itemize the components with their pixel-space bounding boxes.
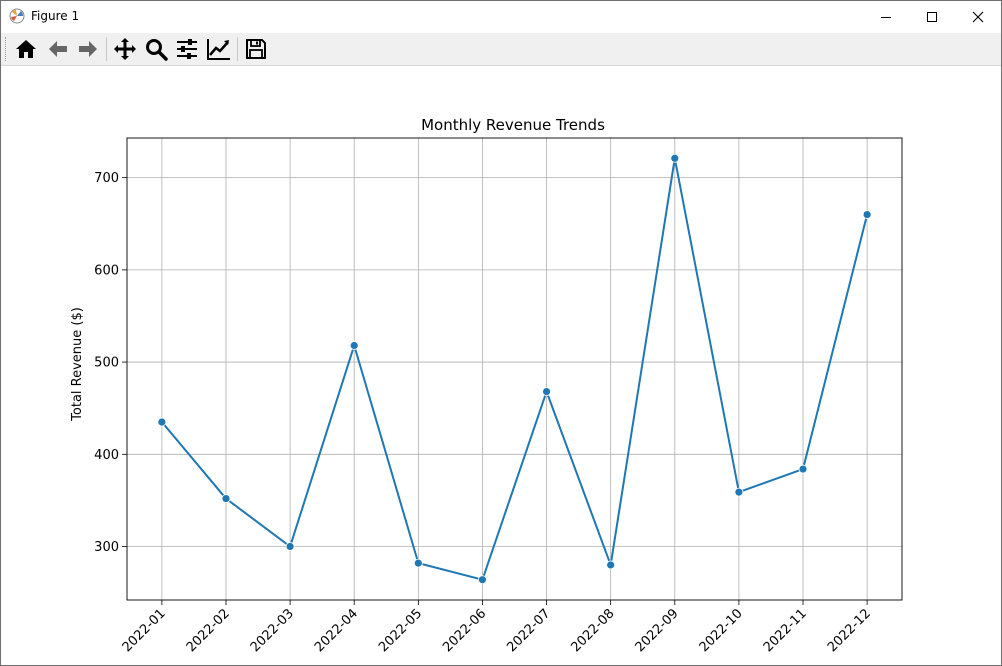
toolbar-separator: [237, 37, 238, 61]
maximize-icon: [927, 11, 937, 22]
x-tick-label: 2022-03: [248, 606, 297, 655]
window-title: Figure 1: [31, 9, 80, 23]
x-tick-label: 2022-05: [376, 606, 425, 655]
x-tick-label: 2022-01: [120, 606, 169, 655]
navigation-toolbar: [1, 33, 1001, 66]
data-point: [285, 542, 295, 551]
data-point: [157, 417, 167, 427]
close-button[interactable]: [955, 1, 1001, 32]
data-point: [542, 387, 551, 396]
x-tick-label: 2022-07: [504, 606, 553, 655]
data-point: [349, 341, 359, 350]
data-point: [221, 494, 231, 503]
zoom-button[interactable]: [142, 35, 170, 63]
x-tick-label: 2022-11: [761, 606, 810, 655]
line-chart: Monthly Revenue Trends Total Revenue ($)…: [70, 116, 903, 655]
x-tick-label: 2022-09: [633, 606, 682, 655]
y-tick-label: 300: [94, 540, 119, 555]
subplots-icon: [177, 39, 197, 59]
x-tick-label: 2022-06: [440, 606, 489, 655]
y-tick-label: 500: [94, 356, 119, 371]
x-tick-label: 2022-08: [568, 606, 617, 655]
x-tick-label: 2022-12: [825, 606, 874, 655]
back-icon: [49, 41, 67, 57]
edit-axis-icon: [207, 39, 230, 60]
edit-axis-button[interactable]: [205, 35, 233, 63]
data-point: [862, 210, 872, 219]
home-icon: [16, 40, 36, 58]
close-icon: [972, 11, 984, 22]
series-line: [161, 157, 869, 581]
configure-subplots-button[interactable]: [173, 35, 201, 63]
minimize-icon: [881, 16, 891, 18]
pan-button[interactable]: [111, 35, 139, 63]
minimize-button[interactable]: [863, 1, 909, 32]
matplotlib-app-icon: [9, 8, 25, 24]
back-button[interactable]: [44, 35, 72, 63]
chart-title: Monthly Revenue Trends: [421, 116, 605, 134]
y-tick-label: 400: [94, 448, 119, 463]
home-button[interactable]: [12, 35, 40, 63]
title-bar: Figure 1: [1, 1, 1001, 32]
forward-icon: [79, 41, 97, 57]
maximize-button[interactable]: [909, 1, 955, 32]
toolbar-grip: [5, 37, 9, 61]
data-point: [478, 575, 487, 585]
y-axis-label: Total Revenue ($): [70, 307, 85, 422]
x-tick-label: 2022-10: [697, 606, 746, 655]
toolbar-separator: [106, 37, 107, 61]
x-tick-label: 2022-02: [184, 606, 233, 655]
pan-icon: [114, 38, 136, 60]
grid-lines: [127, 138, 902, 600]
data-point: [413, 558, 423, 568]
save-icon: [246, 39, 266, 59]
data-point: [606, 560, 616, 570]
save-button[interactable]: [242, 35, 270, 63]
zoom-icon: [146, 39, 168, 61]
axes-frame: [126, 137, 903, 601]
data-point: [670, 153, 680, 163]
data-point: [798, 464, 808, 474]
y-tick-label: 700: [94, 171, 119, 186]
y-tick-label: 600: [94, 263, 119, 278]
x-tick-label: 2022-04: [312, 606, 361, 655]
figure-canvas[interactable]: Monthly Revenue Trends Total Revenue ($)…: [1, 66, 1001, 665]
forward-button[interactable]: [74, 35, 102, 63]
data-point: [734, 487, 744, 497]
